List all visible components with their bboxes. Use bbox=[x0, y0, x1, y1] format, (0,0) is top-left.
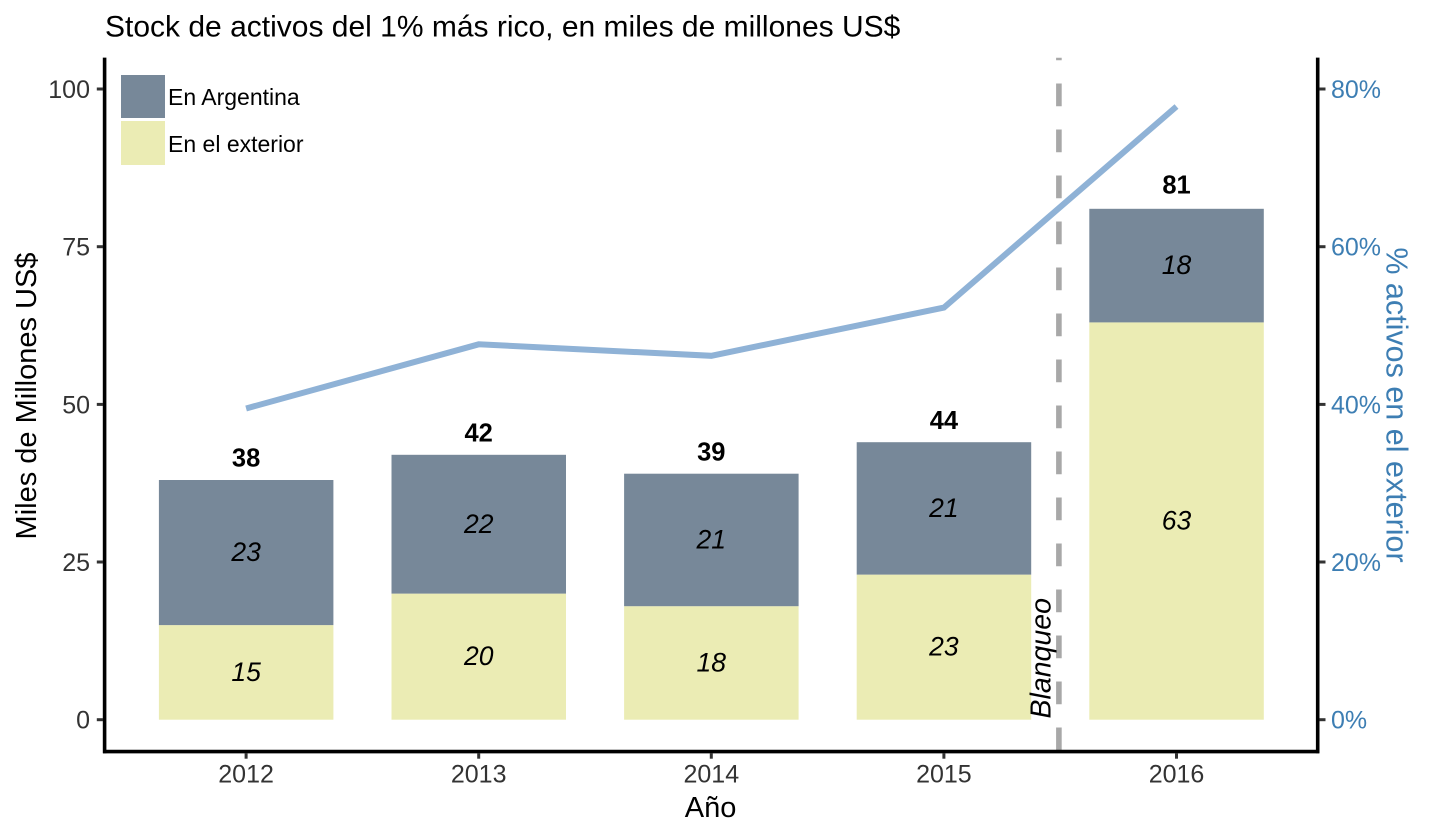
svg-text:23: 23 bbox=[230, 537, 261, 567]
svg-text:18: 18 bbox=[1162, 250, 1192, 280]
svg-text:2012: 2012 bbox=[218, 761, 274, 789]
svg-text:% activos en el exterior: % activos en el exterior bbox=[1380, 247, 1414, 562]
svg-text:15: 15 bbox=[231, 657, 261, 687]
svg-text:21: 21 bbox=[696, 525, 726, 555]
svg-text:38: 38 bbox=[232, 445, 260, 473]
svg-text:2016: 2016 bbox=[1149, 761, 1205, 789]
svg-text:100: 100 bbox=[48, 76, 90, 104]
svg-text:42: 42 bbox=[465, 420, 493, 448]
svg-text:63: 63 bbox=[1162, 506, 1192, 536]
svg-text:En Argentina: En Argentina bbox=[168, 84, 300, 110]
svg-text:En el exterior: En el exterior bbox=[168, 131, 304, 157]
svg-text:20: 20 bbox=[463, 641, 494, 671]
svg-text:80%: 80% bbox=[1331, 76, 1381, 104]
svg-text:Blanqueo: Blanqueo bbox=[1026, 598, 1058, 718]
svg-text:60%: 60% bbox=[1331, 234, 1381, 262]
svg-text:50: 50 bbox=[62, 391, 90, 419]
svg-text:2013: 2013 bbox=[451, 761, 507, 789]
svg-text:Stock de activos del 1% más ri: Stock de activos del 1% más rico, en mil… bbox=[105, 11, 901, 44]
svg-text:25: 25 bbox=[62, 549, 90, 577]
svg-text:0%: 0% bbox=[1331, 707, 1367, 735]
svg-text:22: 22 bbox=[463, 509, 494, 539]
svg-text:Miles de Millones US$: Miles de Millones US$ bbox=[11, 253, 43, 540]
svg-text:21: 21 bbox=[928, 493, 958, 523]
svg-text:0: 0 bbox=[76, 707, 90, 735]
svg-text:75: 75 bbox=[62, 234, 90, 262]
svg-text:81: 81 bbox=[1162, 172, 1190, 200]
svg-text:20%: 20% bbox=[1331, 549, 1381, 577]
svg-text:Año: Año bbox=[685, 792, 737, 824]
svg-text:23: 23 bbox=[928, 632, 959, 662]
svg-text:40%: 40% bbox=[1331, 391, 1381, 419]
svg-text:18: 18 bbox=[697, 648, 727, 678]
svg-text:2014: 2014 bbox=[683, 761, 739, 789]
svg-text:39: 39 bbox=[697, 438, 725, 466]
svg-text:2015: 2015 bbox=[916, 761, 972, 789]
svg-text:44: 44 bbox=[930, 407, 959, 435]
